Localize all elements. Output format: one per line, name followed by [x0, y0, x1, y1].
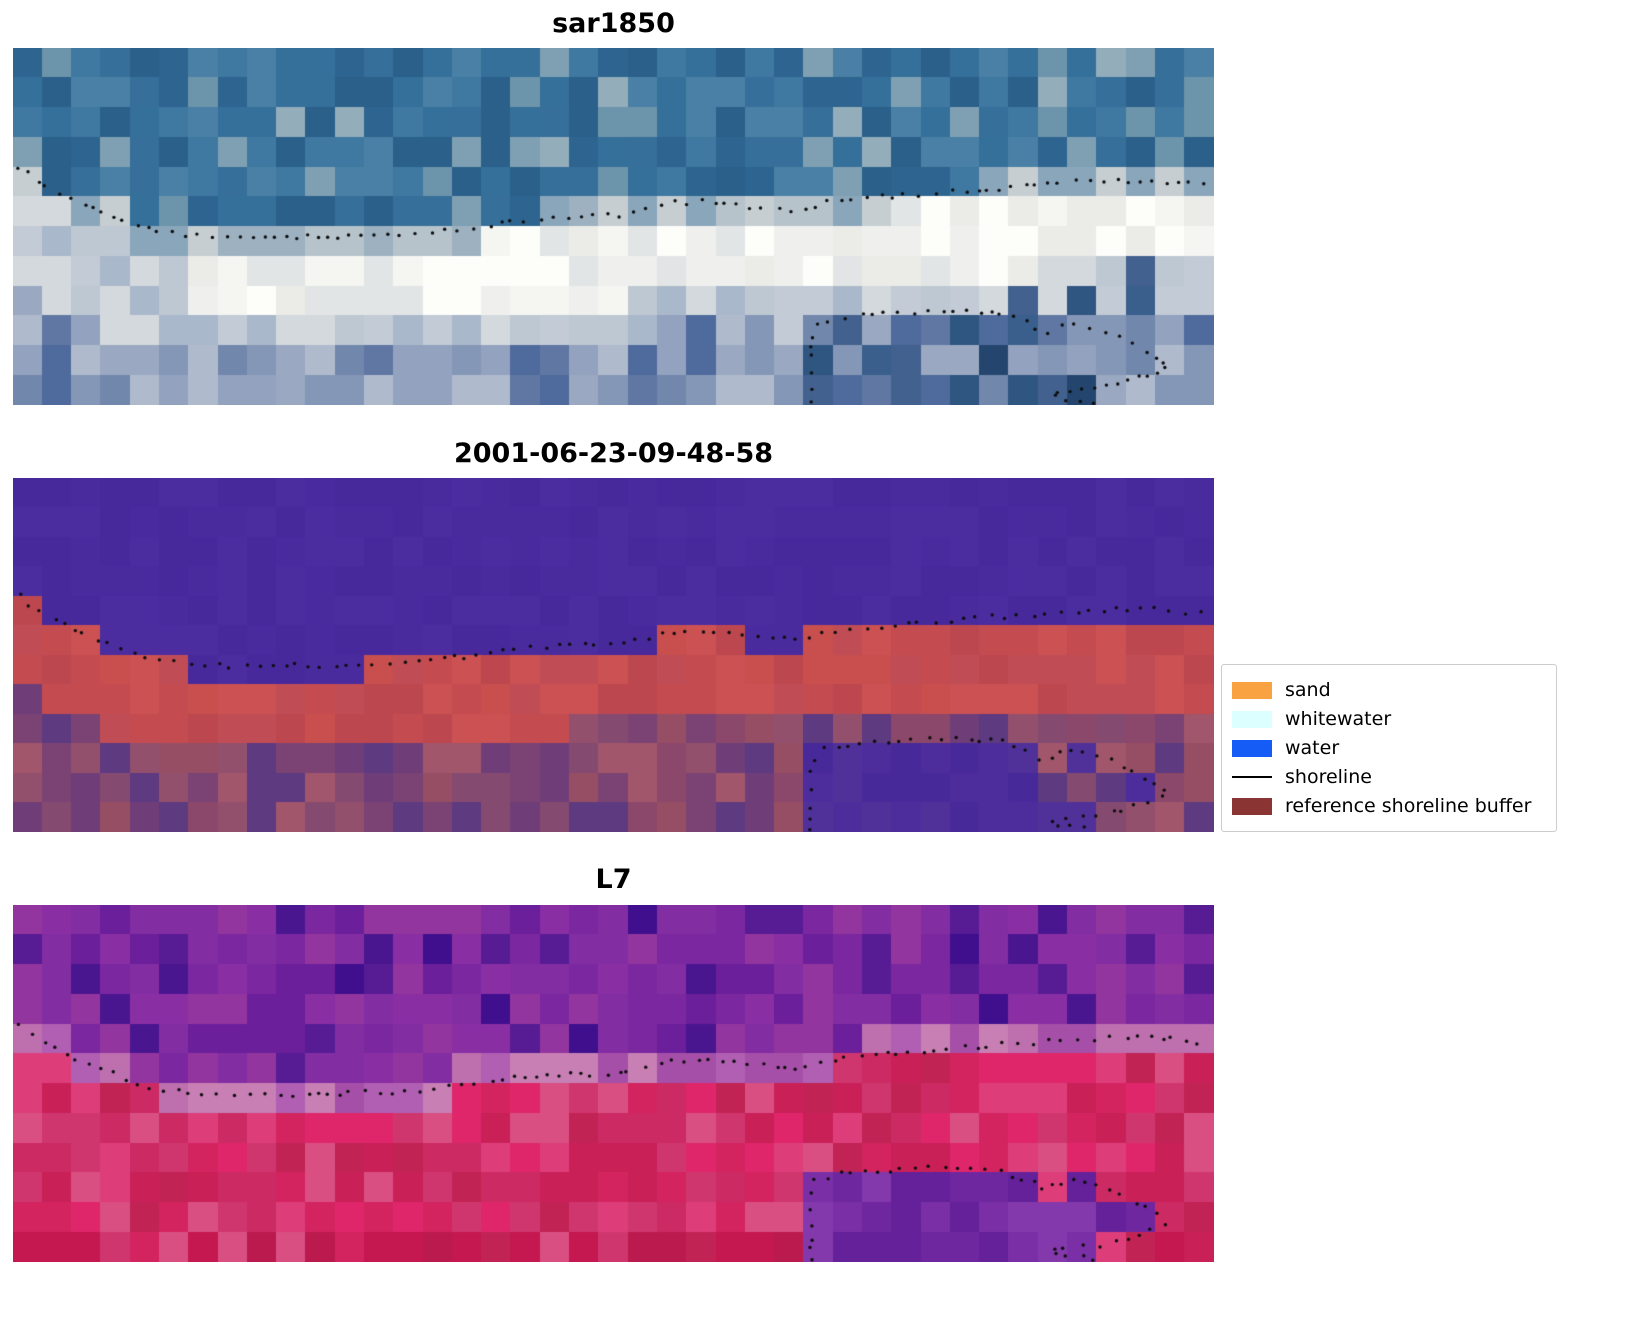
legend-item-shoreline: shoreline [1232, 765, 1546, 789]
legend: sand whitewater water shoreline referenc… [1221, 664, 1557, 832]
legend-label-whitewater: whitewater [1285, 708, 1392, 730]
legend-item-water: water [1232, 736, 1546, 760]
panel-image-classification [13, 478, 1214, 832]
water-swatch-icon [1232, 739, 1272, 757]
panel-image-sar1850 [13, 48, 1214, 405]
legend-label-water: water [1285, 737, 1340, 759]
panel-title-l7: L7 [595, 864, 632, 895]
shoreline-line-icon [1232, 776, 1272, 778]
panel-image-l7 [13, 905, 1214, 1262]
legend-item-sand: sand [1232, 678, 1546, 702]
legend-label-reference-shoreline-buffer: reference shoreline buffer [1285, 795, 1532, 817]
legend-item-whitewater: whitewater [1232, 707, 1546, 731]
panel-title-date: 2001-06-23-09-48-58 [453, 438, 774, 469]
legend-item-reference-shoreline-buffer: reference shoreline buffer [1232, 794, 1546, 818]
legend-label-sand: sand [1285, 679, 1331, 701]
reference-shoreline-buffer-swatch-icon [1232, 797, 1272, 815]
panel-title-sar1850: sar1850 [552, 8, 675, 39]
whitewater-swatch-icon [1232, 710, 1272, 728]
sand-swatch-icon [1232, 681, 1272, 699]
legend-label-shoreline: shoreline [1285, 766, 1372, 788]
